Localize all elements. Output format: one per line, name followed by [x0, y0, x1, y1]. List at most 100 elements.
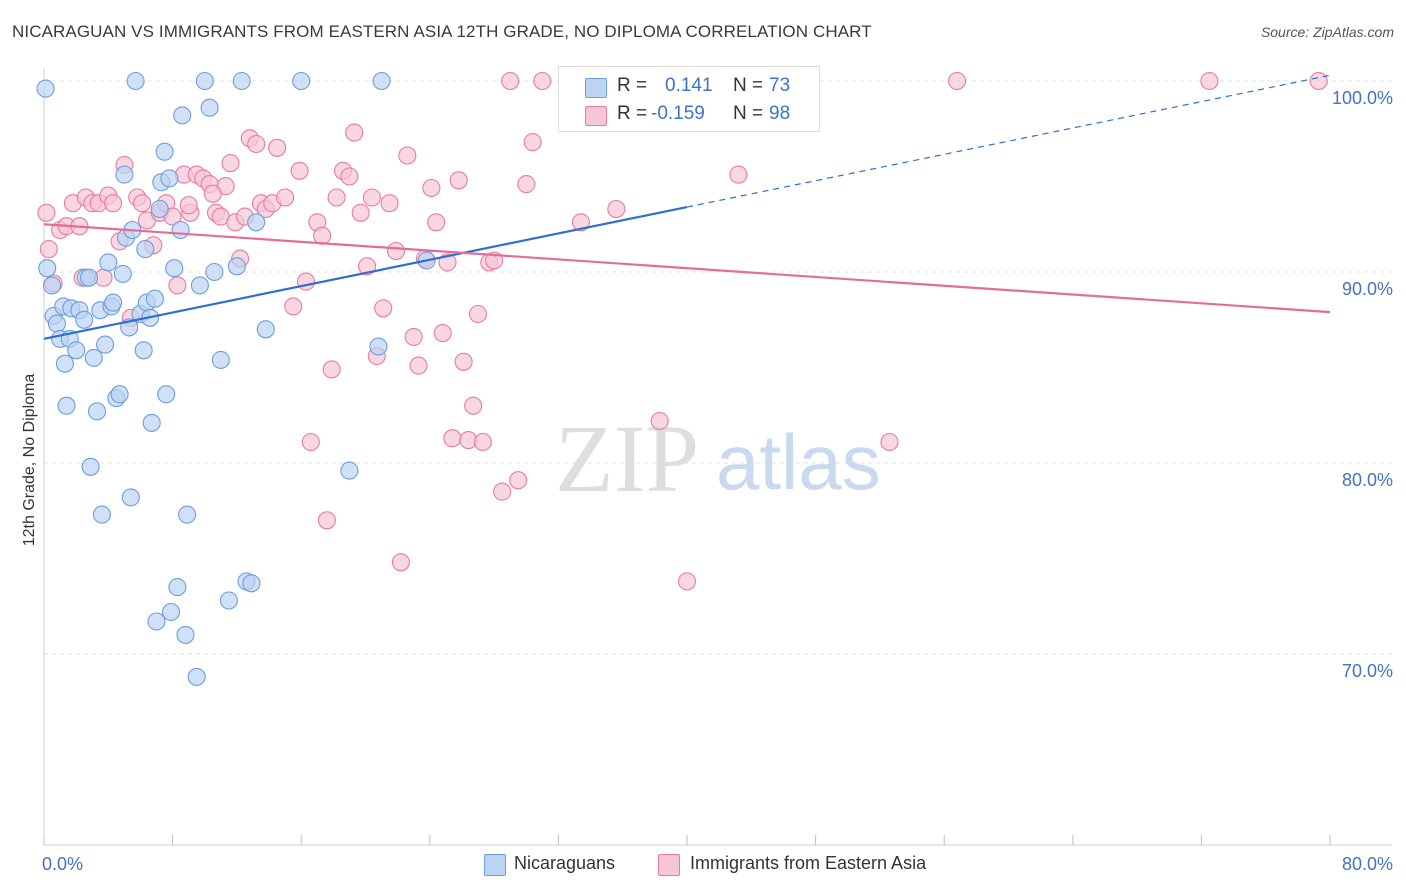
nicaraguan-point [176, 625, 195, 644]
nicaraguan-point [168, 578, 187, 597]
y-tick-label: 90.0% [1342, 279, 1393, 299]
legend-blue-swatch [484, 854, 506, 876]
eastern-asia-point [404, 327, 423, 346]
x-tick-label: 0.0% [42, 854, 83, 874]
legend-label: Immigrants from Eastern Asia [690, 853, 927, 873]
nicaraguan-point [81, 457, 100, 476]
eastern-asia-point [374, 299, 393, 318]
nicaraguan-point [79, 268, 99, 287]
nicaraguan-point [42, 276, 62, 295]
eastern-asia-point [438, 253, 457, 272]
nicaraguan-point [96, 335, 115, 354]
nicaraguan-point [55, 354, 74, 373]
eastern-asia-point [677, 572, 697, 591]
data-points [36, 71, 1328, 686]
nicaraguan-point [187, 667, 206, 686]
eastern-asia-point [322, 360, 341, 379]
x-tick-label: 80.0% [1342, 854, 1393, 874]
eastern-asia-point [296, 272, 316, 291]
source-credit: Source: ZipAtlas.com [1260, 24, 1394, 40]
eastern-asia-point [880, 432, 899, 452]
nicaraguan-point [219, 591, 238, 610]
n-value: 73 [769, 75, 791, 96]
nicaraguan-point [38, 259, 57, 278]
n-value: 98 [769, 103, 791, 124]
r-label: R = [617, 75, 648, 96]
nicaraguan-point [160, 169, 179, 188]
watermark-zip: ZIP [555, 405, 699, 512]
eastern-asia-point [473, 432, 492, 452]
legend-label: Nicaraguans [514, 853, 616, 873]
eastern-asia-point [571, 213, 590, 232]
r-label: R = [617, 103, 648, 124]
eastern-asia-point [362, 188, 381, 207]
eastern-asia-point [449, 171, 468, 190]
trend-lines [43, 74, 1331, 340]
eastern-asia-point [948, 71, 967, 91]
nicaraguan-point [134, 341, 153, 360]
eastern-asia-point [468, 304, 488, 324]
eastern-asia-point [533, 71, 552, 91]
nicaraguan-point [99, 253, 118, 272]
nicaraguan-point [157, 385, 176, 404]
eastern-asia-point [221, 154, 240, 173]
nicaraguan-point [155, 142, 174, 161]
nicaraguan-point [67, 341, 86, 360]
eastern-asia-point [517, 175, 536, 194]
eastern-asia-point [39, 240, 58, 259]
pink-swatch [585, 106, 607, 126]
nicaraguan-point [121, 488, 140, 507]
eastern-asia-point [313, 226, 332, 245]
nicaraguan-point [126, 71, 145, 91]
legend-pink-swatch [658, 854, 680, 876]
watermark: ZIP atlas [555, 405, 881, 512]
nicaraguan-point [165, 259, 184, 278]
nicaraguan-point [145, 289, 164, 308]
nicaraguan-point [171, 220, 190, 240]
nicaraguan-point [227, 257, 246, 276]
eastern-asia-point [37, 203, 56, 222]
nicaraguan-point [136, 240, 155, 259]
nicaraguan-point [232, 71, 251, 91]
nicaraguan-point [92, 505, 111, 524]
eastern-asia-point [340, 167, 359, 186]
eastern-asia-point [284, 297, 303, 316]
eastern-asia-point [501, 71, 520, 91]
nicaraguan-point [113, 264, 132, 283]
correlation-stats-box: R = 0.141 N = 73 R = -0.159 N = 98 [558, 66, 820, 132]
gridlines [44, 80, 1392, 655]
nicaraguan-point [369, 337, 388, 356]
nicaraguan-point [84, 348, 103, 367]
eastern-asia-point [493, 482, 512, 501]
eastern-asia-point [317, 511, 336, 530]
chart-title: NICARAGUAN VS IMMIGRANTS FROM EASTERN AS… [12, 22, 872, 41]
eastern-asia-point [386, 241, 406, 261]
eastern-asia-point [433, 324, 452, 343]
nicaraguan-point [200, 98, 219, 117]
nicaraguan-point [242, 574, 261, 593]
nicaraguan-point [147, 612, 166, 631]
nicaraguan-point [211, 350, 230, 369]
eastern-asia-point [607, 199, 626, 219]
n-label: N = [733, 75, 764, 96]
n-label: N = [733, 103, 764, 124]
eastern-asia-point [345, 123, 364, 142]
blue-swatch [585, 78, 607, 98]
eastern-asia-point [398, 146, 417, 165]
nicaraguan-point [205, 262, 224, 282]
nicaraguan-point [256, 320, 275, 339]
nicaraguan-point [340, 461, 359, 480]
eastern-asia-point [290, 161, 309, 180]
nicaraguan-point [190, 276, 209, 295]
eastern-asia-trend-line [43, 223, 1331, 314]
eastern-asia-point [729, 165, 748, 184]
eastern-asia-point [409, 356, 428, 375]
nicaraguan-point [110, 385, 129, 404]
nicaraguan-point [173, 106, 192, 125]
nicaraguan-point [292, 71, 311, 91]
watermark-atlas: atlas [716, 418, 881, 506]
eastern-asia-point [380, 194, 399, 213]
eastern-asia-point [133, 194, 152, 213]
y-tick-label: 100.0% [1332, 88, 1393, 108]
